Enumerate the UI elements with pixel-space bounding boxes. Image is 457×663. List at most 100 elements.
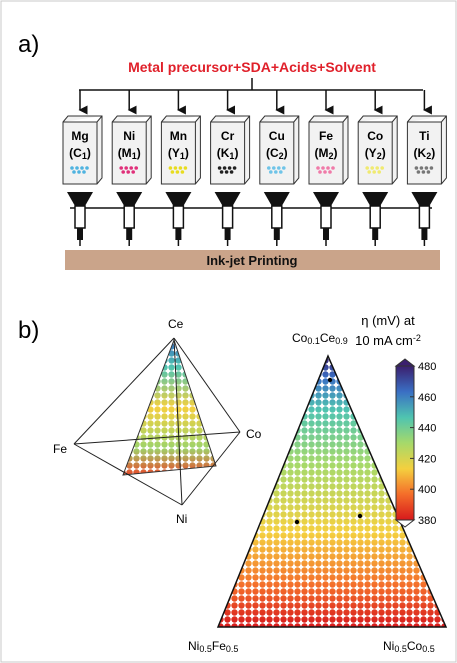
ink-dot xyxy=(176,170,180,174)
text-part: ) xyxy=(185,146,189,160)
colorbar-tick-label: 460 xyxy=(418,392,436,404)
text-part: (C xyxy=(266,146,279,160)
text-part: (Y xyxy=(365,146,377,160)
ink-dot xyxy=(230,170,234,174)
element-label: Ti xyxy=(419,129,429,143)
ink-dot xyxy=(179,166,183,170)
colorbar-tick-label: 480 xyxy=(418,361,436,373)
printhead xyxy=(370,206,380,228)
ink-dot xyxy=(372,170,376,174)
printhead xyxy=(223,206,233,228)
superscript: -2 xyxy=(413,333,421,343)
printhead xyxy=(126,228,132,240)
printhead xyxy=(321,206,331,228)
ink-dot xyxy=(380,166,384,170)
ink-dot xyxy=(174,166,178,170)
ink-dot xyxy=(367,170,371,174)
colorbar-tick-label: 440 xyxy=(418,423,436,435)
ink-dot xyxy=(82,170,86,174)
ink-dot xyxy=(430,166,434,170)
colorbar-title: η (mV) at xyxy=(361,313,415,328)
code-label: (C1) xyxy=(69,146,91,161)
code-label: (K1) xyxy=(217,146,239,161)
ink-dot xyxy=(181,170,185,174)
ink-dot xyxy=(425,166,429,170)
text-part: ) xyxy=(284,146,288,160)
ink-dot xyxy=(233,166,237,170)
text-part: (Y xyxy=(168,146,180,160)
element-label: Mg xyxy=(71,129,88,143)
code-label: (M2) xyxy=(314,146,337,161)
text-part: Co xyxy=(292,331,308,345)
text-part: (M xyxy=(118,146,132,160)
text-part: (M xyxy=(314,146,328,160)
element-label: Cu xyxy=(269,129,285,143)
code-label: (K2) xyxy=(414,146,436,161)
ink-dot xyxy=(131,170,135,174)
text-part: Co xyxy=(407,639,423,653)
printhead xyxy=(77,228,83,240)
ink-dot xyxy=(323,170,327,174)
panel-label: b) xyxy=(18,317,39,344)
element-label: Mn xyxy=(170,129,187,143)
ink-dot xyxy=(274,170,278,174)
element-label: Cr xyxy=(221,129,235,143)
code-label: (M1) xyxy=(118,146,141,161)
ink-dot xyxy=(228,166,232,170)
vertex-label: Fe xyxy=(53,442,67,456)
subscript: 0.9 xyxy=(335,336,348,346)
ink-dot xyxy=(277,166,281,170)
text-part: (K xyxy=(217,146,230,160)
colorbar-tick-label: 380 xyxy=(418,515,436,527)
figure: a) Metal precursor+SDA+Acids+Solvent Ink… xyxy=(0,0,457,663)
ink-dot xyxy=(129,166,133,170)
ink-dot xyxy=(70,166,74,170)
text-part: ) xyxy=(87,146,91,160)
ink-dot xyxy=(279,170,283,174)
printhead xyxy=(421,228,427,240)
ink-dot xyxy=(417,170,421,174)
ink-dot xyxy=(316,166,320,170)
ink-dot xyxy=(272,166,276,170)
printhead xyxy=(124,206,134,228)
ink-dot xyxy=(75,166,79,170)
ink-dot xyxy=(126,170,130,174)
ink-dot xyxy=(427,170,431,174)
ink-dot xyxy=(321,166,325,170)
colorbar-tick-label: 400 xyxy=(418,484,436,496)
ink-dot xyxy=(377,170,381,174)
text-part: Ni xyxy=(383,639,394,653)
ink-dot xyxy=(85,166,89,170)
ink-dot xyxy=(370,166,374,170)
ink-dot xyxy=(134,166,138,170)
ink-dot xyxy=(415,166,419,170)
code-label: (Y1) xyxy=(168,146,189,161)
subscript: 0.5 xyxy=(394,644,407,654)
element-label: Co xyxy=(367,129,383,143)
ink-dot xyxy=(318,170,322,174)
ink-dot xyxy=(267,166,271,170)
colorbar xyxy=(396,366,414,520)
colorbar-title: 10 mA cm-2 xyxy=(355,333,421,348)
printhead xyxy=(419,206,429,228)
ink-dot xyxy=(218,166,222,170)
ink-dot xyxy=(124,166,128,170)
printhead xyxy=(323,228,329,240)
element-label: Ni xyxy=(123,129,135,143)
code-label: (Y2) xyxy=(365,146,386,161)
code-label: (C2) xyxy=(266,146,288,161)
ink-dot xyxy=(225,170,229,174)
ink-dot xyxy=(375,166,379,170)
printhead xyxy=(173,206,183,228)
ink-dot xyxy=(422,170,426,174)
text-part: ) xyxy=(137,146,141,160)
ink-dot xyxy=(223,166,227,170)
vertex-label: Co xyxy=(246,427,262,441)
printer-label: Ink-jet Printing xyxy=(207,253,298,268)
printhead xyxy=(225,228,231,240)
text-part: ) xyxy=(234,146,238,160)
ink-dot xyxy=(80,166,84,170)
ink-dot xyxy=(119,166,123,170)
printhead xyxy=(175,228,181,240)
text-part: 10 mA cm xyxy=(355,333,413,348)
